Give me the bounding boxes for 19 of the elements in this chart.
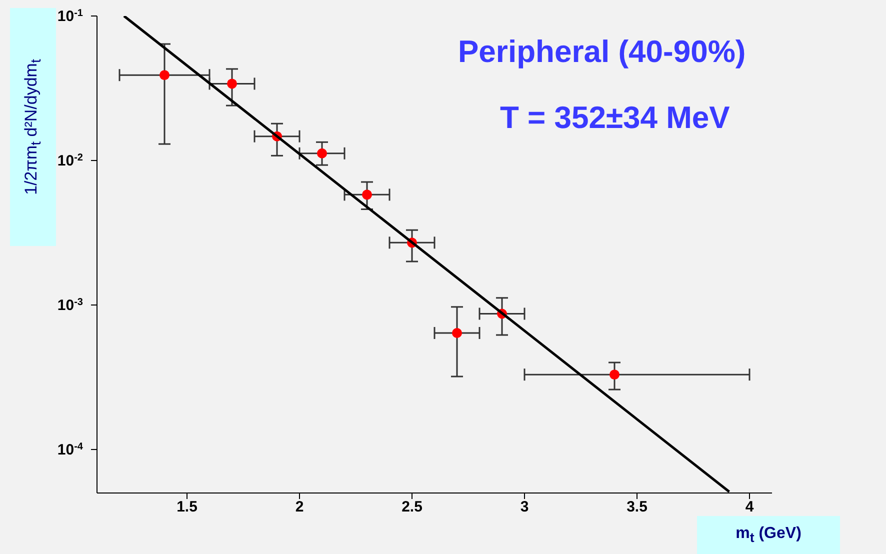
x-axis-title: m$_{t}$ (GeV) <box>736 524 802 546</box>
point <box>452 328 462 338</box>
annotation: T = 352±34 MeV <box>500 100 730 136</box>
x-tick-label: 3 <box>520 498 529 516</box>
x-tick-label: 3.5 <box>626 498 648 516</box>
x-tick-label: 4 <box>745 498 754 516</box>
point <box>362 190 372 200</box>
point <box>227 78 237 89</box>
y-tick-label: 10$^{-2}$ <box>57 152 84 170</box>
point <box>610 370 620 380</box>
point <box>317 148 327 158</box>
y-tick-label: 10$^{-1}$ <box>57 8 84 25</box>
annotation: Peripheral (40-90%) <box>458 34 746 70</box>
x-tick-label: 2.5 <box>402 498 422 516</box>
x-tick-label: 2 <box>295 498 304 516</box>
y-tick-label: 10$^{-4}$ <box>57 441 84 458</box>
x-tick-label: 1.5 <box>176 498 198 516</box>
point <box>160 70 170 80</box>
y-tick-label: 10$^{-3}$ <box>57 296 84 314</box>
